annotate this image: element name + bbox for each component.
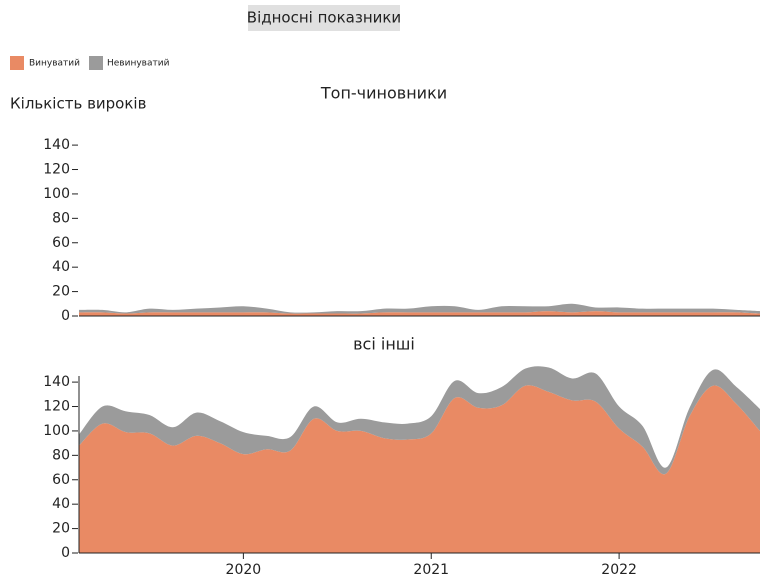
y-axis-label: Кількість вироків xyxy=(10,95,146,113)
x-tick-label: 2021 xyxy=(413,562,449,578)
y-tick-label: 140 xyxy=(43,137,70,153)
y-tick-label: 80 xyxy=(52,447,70,463)
y-tick-label: 80 xyxy=(52,210,70,226)
legend-label: Невинуватий xyxy=(107,59,170,69)
y-tick-label: 120 xyxy=(43,399,70,415)
chart-title: Топ-чиновники xyxy=(320,84,447,103)
y-tick-label: 100 xyxy=(43,423,70,439)
legend-swatch xyxy=(89,56,103,70)
chart-title: всі інші xyxy=(353,335,415,354)
y-tick-label: 20 xyxy=(52,284,70,300)
legend-label: Винуватий xyxy=(29,59,80,69)
y-tick-label: 20 xyxy=(52,521,70,537)
area xyxy=(79,303,760,314)
y-tick-label: 40 xyxy=(52,259,70,275)
button[interactable]: Відносні показники xyxy=(247,9,401,27)
area xyxy=(79,366,760,475)
y-tick-label: 60 xyxy=(52,235,70,251)
area xyxy=(79,311,760,316)
y-tick-label: 100 xyxy=(43,186,70,202)
y-tick-label: 120 xyxy=(43,162,70,178)
y-tick-label: 40 xyxy=(52,496,70,512)
y-tick-label: 0 xyxy=(61,545,70,561)
x-tick-label: 2022 xyxy=(601,562,637,578)
y-tick-label: 140 xyxy=(43,374,70,390)
area xyxy=(79,385,760,553)
y-tick-label: 0 xyxy=(61,308,70,324)
legend-swatch xyxy=(10,56,24,70)
x-tick-label: 2020 xyxy=(226,562,262,578)
button-bg[interactable] xyxy=(248,5,400,31)
y-tick-label: 60 xyxy=(52,472,70,488)
